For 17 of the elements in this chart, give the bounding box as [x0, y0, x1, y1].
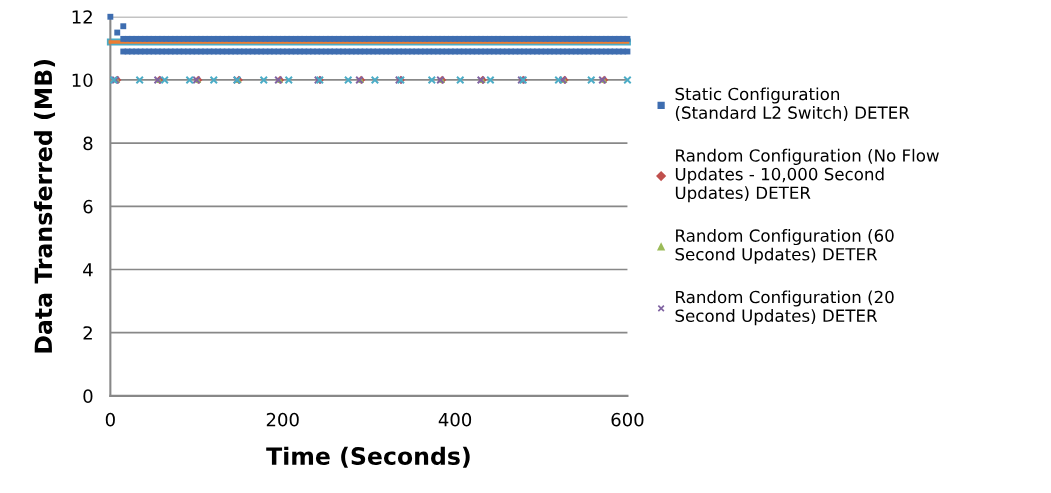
- legend-label: Random Configuration (No Flow Updates - 10,000 Second Updates) DETER: [675, 148, 939, 203]
- y-axis-title: Data Transferred (MB): [33, 60, 56, 353]
- x-tick-label: 200: [266, 412, 299, 427]
- y-tick-label: 2: [83, 326, 92, 340]
- x-axis-title: Time (Seconds): [266, 446, 470, 468]
- x-tick-label: 600: [611, 412, 644, 427]
- y-tick-label: 10: [72, 73, 93, 88]
- y-tick-label: 6: [83, 199, 93, 214]
- y-tick-label: 12: [72, 10, 92, 24]
- x-tick-label: 0: [105, 412, 115, 427]
- y-tick-label: 4: [83, 263, 93, 277]
- legend-label: Random Configuration (20 Second Updates) DETER: [675, 290, 894, 326]
- y-tick-label: 0: [83, 389, 93, 403]
- legend-label: Random Configuration (60 Second Updates) DETER: [675, 228, 894, 264]
- legend-label: Static Configuration (Standard L2 Switch) DETER: [675, 87, 910, 121]
- x-tick-label: 400: [438, 412, 472, 427]
- y-tick-label: 8: [83, 136, 93, 151]
